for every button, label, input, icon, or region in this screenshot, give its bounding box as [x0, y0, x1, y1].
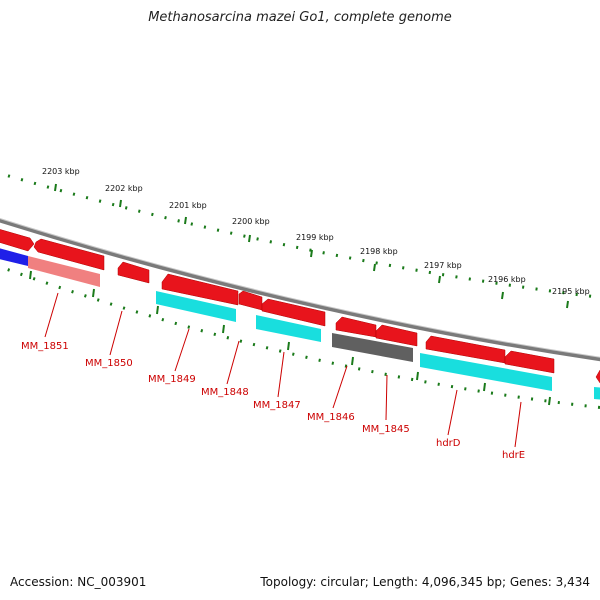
cds-box [594, 387, 600, 400]
gene-arrow [161, 273, 239, 306]
gene-arrow [117, 261, 150, 284]
cds-box [420, 353, 552, 391]
genome-backbone [0, 218, 600, 362]
reverse-gene [28, 256, 100, 287]
cds-box [156, 291, 236, 322]
ruler-label-2198: 2198 kbp [360, 247, 398, 256]
gene-arrow [238, 290, 263, 311]
inner-major-ticks [29, 270, 551, 406]
map-title: Methanosarcina mazei Go1, complete genom… [148, 10, 452, 25]
inner-ruler-dots [0, 265, 600, 409]
pseudo-gene [332, 333, 413, 362]
gene-arrow [0, 229, 35, 252]
gene-label: MM_1846 [307, 412, 355, 423]
gene-label: MM_1850 [85, 358, 133, 369]
gene-label: MM_1848 [201, 387, 249, 398]
gene-label: hdrE [502, 450, 525, 461]
ruler-label-2195: 2195 kbp [552, 287, 590, 296]
gene-arrow [261, 298, 326, 327]
ruler-label-2203: 2203 kbp [42, 167, 80, 176]
ruler-label-2201: 2201 kbp [169, 201, 207, 210]
genome-summary-text: Topology: circular; Length: 4,096,345 bp… [260, 575, 590, 589]
cds-box [256, 315, 321, 342]
outer-major-ticks [54, 183, 569, 309]
ruler-label-2197: 2197 kbp [424, 261, 462, 270]
genome-backbone-highlight [0, 218, 600, 358]
accession-text: Accession: NC_003901 [10, 575, 147, 589]
gene-arrow [504, 350, 555, 374]
ruler-label-2199: 2199 kbp [296, 233, 334, 242]
gene-label: MM_1851 [21, 341, 69, 352]
gene-arrow [335, 316, 377, 338]
gene-label: hdrD [436, 438, 461, 449]
ruler-label-2200: 2200 kbp [232, 217, 270, 226]
ruler-label-2196: 2196 kbp [488, 275, 526, 284]
forward-genes [0, 229, 600, 384]
gene-arrow [595, 369, 600, 384]
gene-arrow [33, 238, 105, 271]
other-feature [0, 248, 28, 266]
label-leaders [44, 292, 522, 448]
gene-label: MM_1845 [362, 424, 410, 435]
gene-arrow [375, 324, 418, 347]
ruler-label-2202: 2202 kbp [105, 184, 143, 193]
cds-features [156, 291, 600, 400]
gene-label: MM_1847 [253, 400, 301, 411]
gene-label: MM_1849 [148, 374, 196, 385]
gene-arrow [425, 335, 506, 364]
